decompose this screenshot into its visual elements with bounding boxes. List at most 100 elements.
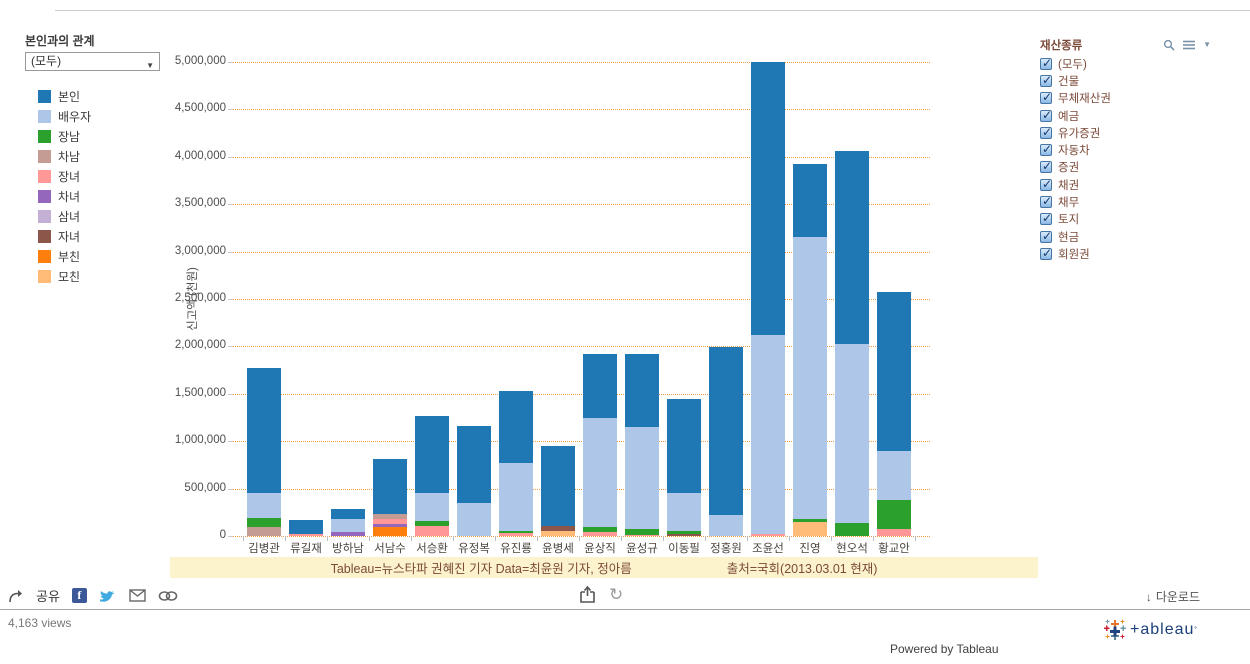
bar-진영-배우자[interactable] (793, 237, 827, 520)
tableau-logo[interactable]: +ableau ˚ (1102, 617, 1197, 643)
bar-조윤선-본인[interactable] (751, 62, 785, 335)
export-icon[interactable] (580, 586, 595, 603)
checkbox-icon: ✓ (1040, 124, 1053, 139)
filter-item-label: 증권 (1058, 162, 1080, 175)
bottom-toolbar: 공유 f ↻ ↓ 다운로드 (0, 586, 1250, 608)
search-icon[interactable] (1163, 39, 1175, 51)
filter-checkbox-회원권[interactable]: ✓ 회원권 (1040, 245, 1215, 262)
bar-유진룡-본인[interactable] (499, 390, 533, 464)
bar-방하남-배우자[interactable] (331, 518, 365, 532)
bar-조윤선-장녀[interactable] (751, 534, 785, 536)
bar-현오석-본인[interactable] (835, 151, 869, 345)
bar-김병관-장남[interactable] (247, 517, 281, 528)
bar-유정복-배우자[interactable] (457, 502, 491, 536)
bar-류길재-장녀[interactable] (289, 533, 323, 536)
legend-item-삼녀[interactable]: 삼녀 (38, 206, 168, 226)
share-label[interactable]: 공유 (36, 589, 60, 604)
bar-윤상직-배우자[interactable] (583, 417, 617, 528)
bar-유진룡-배우자[interactable] (499, 463, 533, 531)
bar-김병관-배우자[interactable] (247, 493, 281, 518)
bar-서남수-장녀[interactable] (373, 518, 407, 525)
bar-이동필-자녀[interactable] (667, 534, 701, 536)
bar-유정복-본인[interactable] (457, 425, 491, 503)
filter-checkbox-채무[interactable]: ✓ 채무 (1040, 193, 1215, 210)
bar-유진룡-장남[interactable] (499, 530, 533, 534)
list-icon[interactable] (1183, 40, 1196, 50)
filter-checkbox-채권[interactable]: ✓ 채권 (1040, 176, 1215, 193)
bar-현오석-장남[interactable] (835, 522, 869, 536)
bar-방하남-본인[interactable] (331, 508, 365, 519)
bar-이동필-장남[interactable] (667, 530, 701, 535)
bar-진영-모친[interactable] (793, 521, 827, 536)
bar-윤상직-본인[interactable] (583, 353, 617, 418)
check-mark: ✓ (1042, 124, 1053, 139)
bar-류길재-본인[interactable] (289, 520, 323, 534)
legend-item-모친[interactable]: 모친 (38, 266, 168, 286)
dropdown-caret-icon[interactable]: ▼ (1203, 40, 1211, 49)
bar-진영-장남[interactable] (793, 519, 827, 522)
bar-이동필-본인[interactable] (667, 398, 701, 494)
legend-item-배우자[interactable]: 배우자 (38, 106, 168, 126)
bar-윤병세-본인[interactable] (541, 446, 575, 526)
bar-윤상직-장녀[interactable] (583, 532, 617, 536)
filter-checkbox-현금[interactable]: ✓ 현금 (1040, 228, 1215, 245)
refresh-icon[interactable]: ↻ (609, 584, 624, 604)
y-tick-label: 5,000,000 (174, 55, 226, 67)
y-tick-mark (228, 156, 233, 158)
bar-김병관-본인[interactable] (247, 368, 281, 494)
bar-이동필-배우자[interactable] (667, 493, 701, 531)
bar-윤성규-배우자[interactable] (625, 427, 659, 530)
bar-정홍원-본인[interactable] (709, 347, 743, 516)
bar-황교안-장녀[interactable] (877, 529, 911, 536)
y-tick-mark (228, 62, 233, 63)
bar-서남수-부친[interactable] (373, 527, 407, 536)
filter-checkbox-증권[interactable]: ✓ 증권 (1040, 159, 1215, 176)
bar-현오석-배우자[interactable] (835, 344, 869, 523)
bar-서승환-배우자[interactable] (415, 493, 449, 522)
bar-윤병세-자녀[interactable] (541, 525, 575, 532)
bar-윤성규-장녀[interactable] (625, 534, 659, 536)
email-icon[interactable] (129, 589, 146, 602)
bar-서승환-장남[interactable] (415, 521, 449, 526)
bar-서남수-본인[interactable] (373, 458, 407, 514)
filter-checkbox-건물[interactable]: ✓ 건물 (1040, 72, 1215, 89)
legend-item-차남[interactable]: 차남 (38, 146, 168, 166)
filter-checkbox-예금[interactable]: ✓ 예금 (1040, 107, 1215, 124)
twitter-icon[interactable] (99, 589, 117, 603)
bar-진영-본인[interactable] (793, 163, 827, 238)
bar-황교안-장남[interactable] (877, 499, 911, 530)
bar-윤성규-본인[interactable] (625, 354, 659, 427)
filter-checkbox-(모두)[interactable]: ✓ (모두) (1040, 55, 1215, 72)
relationship-filter-dropdown[interactable]: (모두) ▼ (25, 52, 160, 71)
legend-swatch (38, 229, 51, 243)
legend-item-부친[interactable]: 부친 (38, 246, 168, 266)
share-arrow-icon[interactable] (8, 589, 24, 603)
bar-서승환-본인[interactable] (415, 415, 449, 494)
bar-윤성규-장남[interactable] (625, 529, 659, 535)
legend-item-본인[interactable]: 본인 (38, 86, 168, 106)
bar-조윤선-배우자[interactable] (751, 334, 785, 535)
bar-서남수-차녀[interactable] (373, 524, 407, 528)
download-button[interactable]: ↓ 다운로드 (1146, 588, 1200, 605)
legend-item-장녀[interactable]: 장녀 (38, 166, 168, 186)
bar-황교안-본인[interactable] (877, 291, 911, 452)
legend-item-차녀[interactable]: 차녀 (38, 186, 168, 206)
check-mark: ✓ (1042, 142, 1053, 157)
bar-윤상직-장남[interactable] (583, 527, 617, 533)
bar-황교안-배우자[interactable] (877, 451, 911, 500)
legend-item-장남[interactable]: 장남 (38, 126, 168, 146)
bar-윤병세-모친[interactable] (541, 531, 575, 536)
legend-item-자녀[interactable]: 자녀 (38, 226, 168, 246)
link-icon[interactable] (158, 590, 178, 602)
bar-정홍원-배우자[interactable] (709, 515, 743, 536)
bar-김병관-차남[interactable] (247, 527, 281, 536)
bar-서승환-장녀[interactable] (415, 525, 449, 536)
filter-checkbox-자동차[interactable]: ✓ 자동차 (1040, 141, 1215, 158)
filter-checkbox-토지[interactable]: ✓ 토지 (1040, 211, 1215, 228)
bar-유진룡-장녀[interactable] (499, 533, 533, 536)
filter-checkbox-유가증권[interactable]: ✓ 유가증권 (1040, 124, 1215, 141)
filter-checkbox-무체재산권[interactable]: ✓ 무체재산권 (1040, 90, 1215, 107)
bar-방하남-차녀[interactable] (331, 531, 365, 536)
facebook-icon[interactable]: f (71, 588, 87, 603)
bar-서남수-차남[interactable] (373, 513, 407, 519)
